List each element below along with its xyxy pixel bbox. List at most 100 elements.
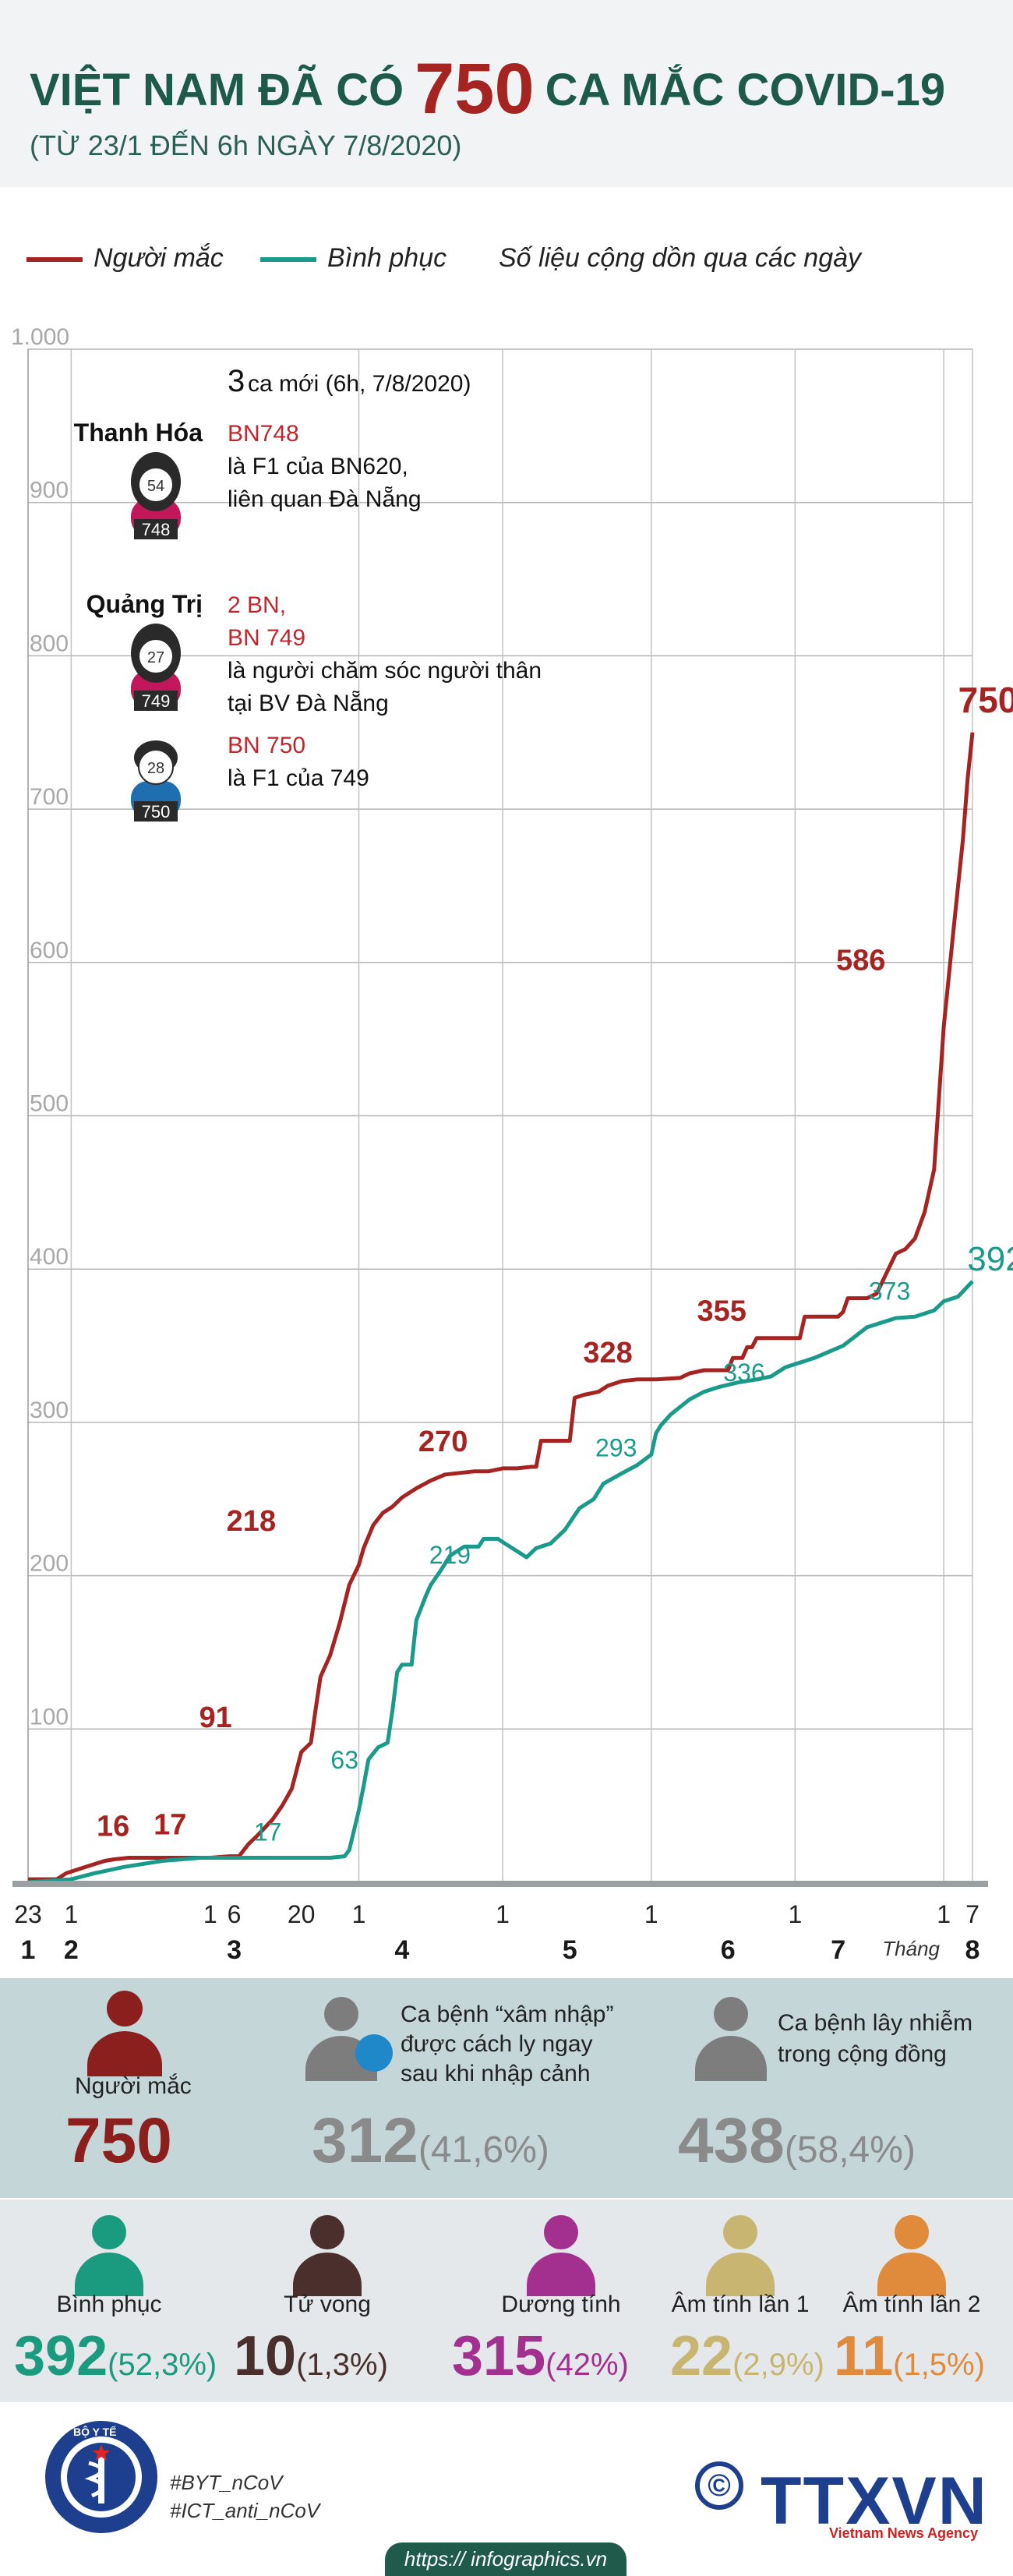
status-pct: (52,3%) bbox=[108, 2348, 217, 2382]
legend-recovered-label: Bình phục bbox=[327, 243, 447, 273]
title-prefix: VIỆT NAM ĐÃ CÓ bbox=[30, 65, 404, 115]
data-label-infected: 17 bbox=[154, 1809, 186, 1842]
legend-recovered-swatch bbox=[260, 257, 316, 263]
patient-id-plate bbox=[134, 691, 178, 711]
y-tick-label: 700 bbox=[30, 784, 69, 810]
status-pct: (1,3%) bbox=[296, 2348, 388, 2382]
status-panel: Bình phục 392(52,3%) Tử vong 10(1,3%) Dươn… bbox=[0, 2200, 1013, 2402]
summary-panel: Người mắc 750 Ca bệnh “xâm nhập” được cá… bbox=[0, 1978, 1013, 2198]
x-month-label: 5 bbox=[563, 1935, 577, 1965]
summary-community-pct: (58,4%) bbox=[784, 2129, 916, 2171]
summary-imported-label: Ca bệnh “xâm nhập” được cách ly ngay sau… bbox=[401, 2000, 614, 2089]
imported-label-line3: sau khi nhập cảnh bbox=[401, 2061, 591, 2087]
annotation-province: Quảng Trị bbox=[86, 590, 203, 618]
community-label-line2: trong cộng đồng bbox=[778, 2041, 947, 2067]
x-day-label: 1 bbox=[937, 1900, 951, 1928]
y-tick-label: 800 bbox=[30, 631, 69, 656]
x-day-label: 1 bbox=[644, 1900, 658, 1928]
data-label-recovered: 392 bbox=[967, 1240, 1013, 1278]
x-month-label: 3 bbox=[227, 1935, 242, 1965]
hashtag-byt: #BYT_nCoV bbox=[170, 2471, 283, 2494]
data-label-infected: 91 bbox=[199, 1701, 232, 1734]
status-label: Âm tính lần 1 bbox=[671, 2292, 810, 2317]
status-value-group: 392(52,3%) bbox=[14, 2324, 217, 2388]
header-band: VIỆT NAM ĐÃ CÓ 750 CA MẮC COVID-19 (TỪ 23/… bbox=[0, 0, 1013, 187]
patient-description: liên quan Đà Nẵng bbox=[228, 486, 422, 512]
status-pct: (42%) bbox=[545, 2348, 629, 2382]
person-icon bbox=[527, 2215, 595, 2296]
data-label-recovered: 373 bbox=[869, 1277, 910, 1305]
y-tick-label: 200 bbox=[30, 1551, 69, 1577]
legend-infected: Người mắc bbox=[26, 243, 224, 274]
status-value-group: 11(1,5%) bbox=[834, 2324, 985, 2388]
status-value-group: 315(42%) bbox=[452, 2324, 629, 2388]
ministry-of-health-logo bbox=[45, 2421, 157, 2533]
data-label-recovered: 293 bbox=[595, 1434, 637, 1462]
x-month-label: 2 bbox=[64, 1935, 79, 1965]
patient-avatar-face bbox=[138, 749, 174, 785]
source-url[interactable]: https:// infographics.vn bbox=[385, 2542, 627, 2576]
x-day-label: 1 bbox=[496, 1900, 510, 1928]
data-label-recovered: 17 bbox=[254, 1818, 282, 1846]
data-label-infected: 328 bbox=[583, 1337, 632, 1369]
status-label: Tử vong bbox=[284, 2292, 371, 2317]
status-label: Âm tính lần 2 bbox=[842, 2292, 981, 2317]
x-day-label: 23 bbox=[14, 1900, 42, 1928]
summary-community-value: 438 bbox=[678, 2105, 785, 2176]
x-day-label: 20 bbox=[288, 1900, 316, 1928]
new-cases-annotation: 3 ca mới (6h, 7/8/2020) Thanh Hóa 54 748 BN74… bbox=[74, 364, 542, 822]
y-tick-label: 400 bbox=[30, 1244, 69, 1270]
patient-id: 748 bbox=[142, 520, 171, 539]
patient-id: 750 bbox=[142, 802, 171, 822]
status-label: Bình phục bbox=[56, 2292, 162, 2317]
globe-icon bbox=[355, 2034, 393, 2072]
patient-age: 54 bbox=[147, 478, 164, 495]
patient-avatar-face bbox=[138, 638, 174, 674]
title-suffix: CA MẮC COVID-19 bbox=[545, 65, 946, 115]
patient-case-id: BN 749 bbox=[228, 625, 305, 651]
data-label-infected: 355 bbox=[697, 1295, 747, 1328]
status-value: 11 bbox=[834, 2325, 894, 2387]
series-infected-line bbox=[28, 732, 975, 1882]
chart-series bbox=[27, 732, 975, 1885]
ttxvn-logo: TTXVN bbox=[761, 2464, 988, 2539]
person-icon bbox=[293, 2215, 362, 2296]
x-month-label: 4 bbox=[394, 1935, 409, 1965]
data-label-infected: 750 bbox=[958, 680, 1013, 720]
summary-imported-pct: (41,6%) bbox=[418, 2129, 549, 2171]
ministry-name: BỘ Y TẾ bbox=[73, 2426, 117, 2438]
person-icon bbox=[75, 2215, 143, 2296]
y-tick-label: 300 bbox=[30, 1398, 69, 1423]
patient-id: 749 bbox=[142, 691, 171, 711]
chart-grid: 100 200 300 400 500 600 700 800 900 1.000 bbox=[11, 327, 973, 1882]
person-icon bbox=[706, 2215, 775, 2296]
status-label: Dương tính bbox=[501, 2292, 621, 2317]
new-cases-count: 3 bbox=[228, 364, 245, 398]
legend-recovered: Bình phục bbox=[260, 243, 446, 274]
patient-description: là F1 của 749 bbox=[228, 765, 369, 791]
y-tick-label: 100 bbox=[30, 1704, 69, 1730]
title-number: 750 bbox=[415, 49, 535, 129]
status-value: 22 bbox=[670, 2325, 733, 2387]
person-icon bbox=[695, 1997, 767, 2081]
summary-imported-value: 312 bbox=[312, 2105, 418, 2176]
chart-data-labels: 16 17 91 218 270 328 355 586 750 17 63 219 293 336 373… bbox=[97, 680, 1013, 1846]
summary-community-label: Ca bệnh lây nhiễm trong cộng đồng bbox=[778, 2008, 972, 2070]
legend-infected-swatch bbox=[26, 257, 83, 263]
x-day-label: 1 bbox=[788, 1900, 802, 1928]
patient-case-id: BN 750 bbox=[228, 733, 305, 758]
x-day-label: 1 bbox=[352, 1900, 366, 1928]
x-axis-baseline bbox=[12, 1881, 988, 1887]
x-axis-month-word: Tháng bbox=[882, 1937, 940, 1960]
annotation-province: Thanh Hóa bbox=[74, 419, 203, 447]
new-cases-caption: ca mới (6h, 7/8/2020) bbox=[248, 371, 471, 397]
patient-age: 27 bbox=[147, 649, 164, 666]
patient-age: 28 bbox=[147, 760, 164, 777]
status-value-group: 22(2,9%) bbox=[670, 2324, 824, 2388]
ttxvn-subtitle: Vietnam News Agency bbox=[829, 2525, 979, 2541]
legend-infected-label: Người mắc bbox=[94, 243, 224, 273]
status-value: 392 bbox=[14, 2325, 108, 2387]
patient-description: là F1 của BN620, bbox=[228, 454, 408, 479]
